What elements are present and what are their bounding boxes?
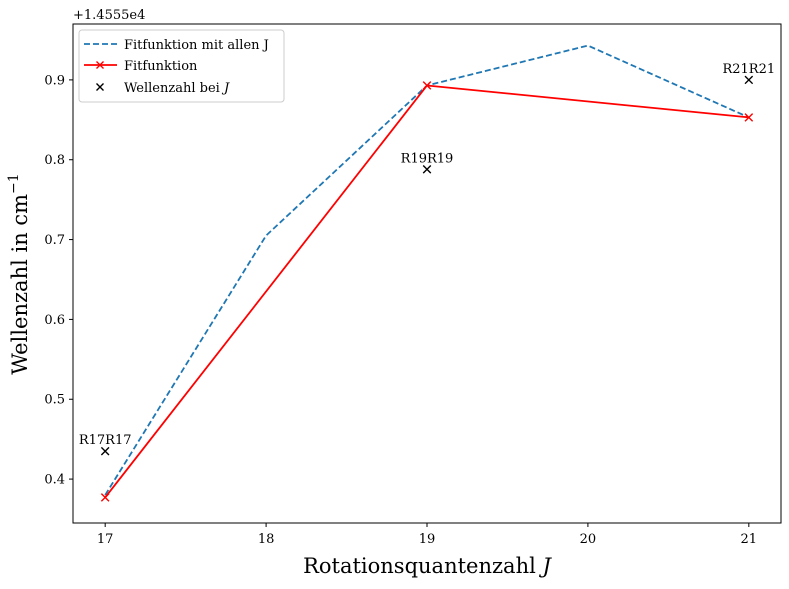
x-tick-label: 17	[97, 532, 114, 547]
y-tick-label: 0.4	[44, 473, 65, 488]
data-point-marker	[422, 165, 432, 174]
x-tick-label: 19	[419, 532, 436, 547]
y-axis-ticks: 0.4 0.5 0.6 0.7 0.8 0.9	[44, 73, 73, 488]
series-layer	[100, 44, 754, 502]
legend-label-fit: Fitfunktion	[124, 59, 198, 74]
x-axis-title: Rotationsquantenzahl J	[303, 554, 552, 578]
legend: Fitfunktion mit allen J Fitfunktion Well…	[78, 29, 285, 103]
x-tick-label: 21	[741, 532, 758, 547]
y-tick-label: 0.5	[44, 393, 65, 408]
x-axis-ticks: 17 18 19 20 21	[97, 523, 757, 547]
series-data	[100, 75, 754, 456]
legend-label-data: Wellenzahl bei J	[124, 81, 230, 96]
x-axis-title-text: Rotationsquantenzahl	[303, 554, 536, 578]
x-tick-label: 20	[580, 532, 597, 547]
y-tick-label: 0.8	[44, 153, 65, 168]
point-annotation: R19R19	[401, 151, 454, 166]
legend-label-data-symbol: J	[221, 81, 230, 96]
plot-area	[72, 23, 782, 524]
y-axis-title: Wellenzahl in cm−1	[6, 173, 32, 374]
y-tick-label: 0.7	[44, 233, 65, 248]
y-axis-title-text: Wellenzahl in cm	[8, 194, 32, 375]
legend-box	[78, 29, 285, 103]
data-point-marker	[744, 113, 754, 122]
y-axis-title-sup: −1	[6, 173, 22, 194]
data-point-marker	[100, 493, 110, 502]
data-point-marker	[744, 75, 754, 85]
data-point-marker	[100, 446, 110, 456]
legend-marker-data	[96, 83, 104, 91]
y-tick-label: 0.6	[44, 313, 65, 328]
y-offset-label: +1.4555e4	[73, 8, 145, 23]
x-axis-title-symbol: J	[539, 554, 553, 578]
legend-marker-fit	[96, 61, 104, 69]
y-tick-label: 0.9	[44, 73, 65, 88]
annotations: R17R17 R19R19 R21R21	[79, 62, 775, 448]
x-tick-label: 18	[258, 532, 275, 547]
point-annotation: R17R17	[79, 433, 132, 448]
point-annotation: R21R21	[722, 62, 775, 77]
legend-label-data-text: Wellenzahl bei	[124, 81, 224, 96]
series-fit-line	[100, 81, 754, 502]
data-point-marker	[422, 81, 432, 90]
legend-label-fit-all: Fitfunktion mit allen J	[124, 38, 269, 53]
